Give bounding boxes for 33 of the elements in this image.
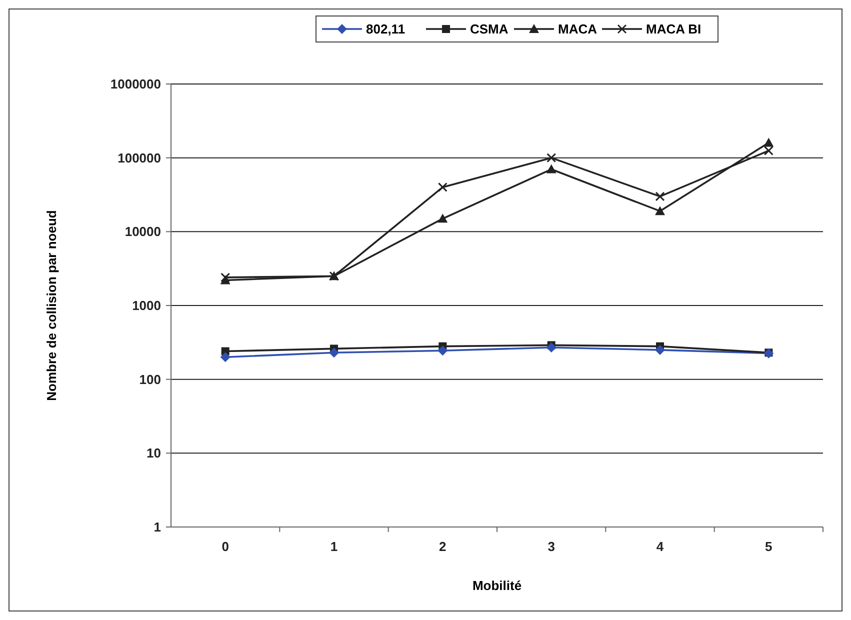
x-tick-label: 0 [222, 539, 229, 554]
point [329, 348, 339, 358]
x-axis-title: Mobilité [472, 578, 522, 593]
point [655, 206, 665, 216]
x-tick-label: 1 [330, 539, 338, 554]
y-tick-label: 1000000 [110, 76, 161, 92]
y-tick-label: 100000 [118, 150, 161, 166]
x-tick-label: 4 [656, 539, 664, 554]
point [764, 146, 774, 156]
y-tick-label: 10 [146, 446, 161, 461]
point [220, 352, 230, 362]
point [438, 346, 448, 356]
y-tick-label: 1 [154, 520, 161, 535]
y-axis-title: Nombre de collision par noeud [44, 210, 59, 401]
point [655, 192, 665, 202]
y-tick-label: 1000 [132, 298, 161, 314]
point [655, 344, 665, 355]
y-tick-label: 100 [139, 372, 161, 387]
y-tick-label: 10000 [124, 224, 161, 240]
point [546, 153, 556, 163]
legend-label: 802,11 [366, 22, 406, 37]
point [438, 182, 448, 192]
legend-label: MACA [558, 22, 598, 37]
legend-label: CSMA [470, 22, 509, 37]
x-tick-label: 2 [439, 539, 446, 554]
point [220, 272, 230, 282]
point [438, 214, 448, 223]
point [546, 164, 556, 174]
x-tick-label: 3 [548, 539, 555, 554]
legend-label: MACA BI [646, 22, 702, 37]
x-tick-label: 5 [765, 539, 772, 554]
point [764, 138, 774, 147]
point [546, 342, 556, 352]
